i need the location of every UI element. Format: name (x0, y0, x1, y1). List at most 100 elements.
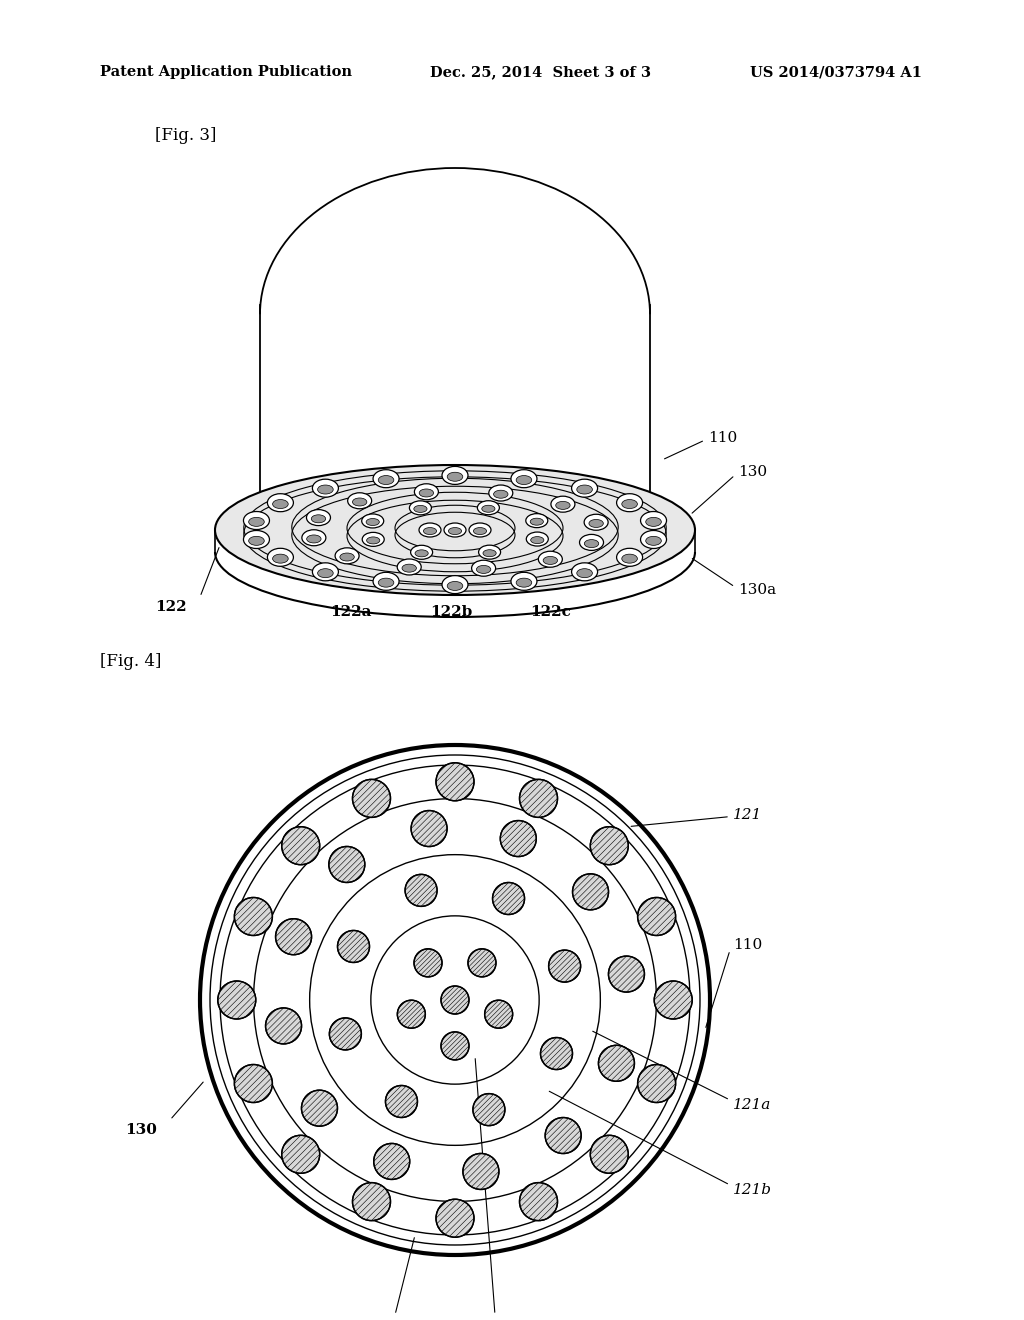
Ellipse shape (589, 520, 603, 528)
Ellipse shape (469, 523, 490, 537)
Circle shape (329, 846, 365, 883)
Ellipse shape (352, 498, 367, 506)
Ellipse shape (442, 466, 468, 484)
Text: Dec. 25, 2014  Sheet 3 of 3: Dec. 25, 2014 Sheet 3 of 3 (430, 65, 651, 79)
Ellipse shape (577, 569, 593, 578)
Ellipse shape (348, 492, 372, 508)
Text: 121: 121 (733, 808, 762, 821)
Ellipse shape (442, 576, 468, 594)
Circle shape (549, 950, 581, 982)
Circle shape (282, 1135, 319, 1173)
Circle shape (234, 1064, 272, 1102)
Ellipse shape (622, 554, 637, 564)
Circle shape (654, 981, 692, 1019)
Circle shape (436, 763, 474, 801)
Ellipse shape (215, 465, 695, 595)
Ellipse shape (447, 581, 463, 590)
Ellipse shape (317, 484, 333, 494)
Ellipse shape (419, 488, 433, 496)
Circle shape (301, 1090, 338, 1126)
Text: 110: 110 (708, 432, 737, 445)
Ellipse shape (447, 473, 463, 482)
Text: 130: 130 (125, 1123, 157, 1137)
Ellipse shape (516, 578, 531, 587)
Ellipse shape (539, 552, 562, 568)
Ellipse shape (415, 483, 438, 500)
Circle shape (220, 766, 690, 1236)
Text: 130a: 130a (738, 583, 776, 597)
Circle shape (608, 956, 644, 993)
Ellipse shape (367, 537, 380, 544)
Ellipse shape (494, 490, 508, 498)
Ellipse shape (476, 565, 490, 573)
Ellipse shape (373, 573, 399, 590)
Ellipse shape (551, 496, 574, 512)
Text: US 2014/0373794 A1: US 2014/0373794 A1 (750, 65, 922, 79)
Ellipse shape (306, 535, 322, 543)
Circle shape (374, 1143, 410, 1180)
Ellipse shape (530, 519, 544, 525)
Ellipse shape (410, 500, 431, 515)
Ellipse shape (622, 499, 637, 508)
Ellipse shape (571, 479, 598, 498)
Text: [Fig. 4]: [Fig. 4] (100, 653, 162, 671)
Ellipse shape (530, 537, 544, 544)
Text: 122: 122 (155, 601, 186, 614)
Circle shape (411, 810, 447, 846)
Ellipse shape (483, 549, 497, 557)
Circle shape (330, 1018, 361, 1049)
Circle shape (200, 744, 710, 1255)
Ellipse shape (272, 554, 288, 564)
Circle shape (275, 919, 311, 954)
Ellipse shape (378, 578, 394, 587)
Ellipse shape (306, 510, 331, 525)
Ellipse shape (511, 573, 537, 590)
Ellipse shape (585, 540, 599, 548)
Ellipse shape (378, 475, 394, 484)
Ellipse shape (311, 515, 326, 523)
Circle shape (441, 1032, 469, 1060)
Ellipse shape (525, 513, 548, 528)
Ellipse shape (641, 531, 667, 549)
Circle shape (484, 1001, 513, 1028)
Circle shape (468, 949, 496, 977)
Ellipse shape (335, 548, 359, 564)
Ellipse shape (317, 569, 333, 578)
Ellipse shape (423, 528, 436, 535)
Ellipse shape (516, 475, 531, 484)
Circle shape (265, 1008, 301, 1044)
Ellipse shape (249, 536, 264, 545)
Circle shape (545, 1118, 582, 1154)
Ellipse shape (488, 484, 513, 502)
Text: 122a: 122a (330, 605, 372, 619)
Circle shape (638, 1064, 676, 1102)
Circle shape (352, 779, 390, 817)
Ellipse shape (478, 545, 501, 560)
Ellipse shape (244, 531, 269, 549)
Circle shape (436, 1200, 474, 1237)
Circle shape (338, 931, 370, 962)
Ellipse shape (414, 506, 427, 512)
Circle shape (519, 779, 557, 817)
Ellipse shape (249, 517, 264, 527)
Ellipse shape (361, 513, 384, 528)
Ellipse shape (397, 558, 421, 576)
Ellipse shape (244, 512, 269, 529)
Text: 121b: 121b (733, 1183, 772, 1197)
Ellipse shape (526, 532, 548, 546)
Ellipse shape (312, 562, 338, 581)
Circle shape (406, 874, 437, 907)
Ellipse shape (473, 528, 486, 535)
Ellipse shape (419, 523, 441, 537)
Ellipse shape (616, 494, 643, 512)
Circle shape (493, 883, 524, 915)
Ellipse shape (402, 564, 417, 572)
Circle shape (282, 826, 319, 865)
Ellipse shape (477, 500, 500, 515)
Text: 110: 110 (733, 939, 762, 952)
Ellipse shape (415, 550, 428, 557)
Circle shape (352, 1183, 390, 1221)
Ellipse shape (367, 519, 379, 525)
Circle shape (501, 821, 537, 857)
Ellipse shape (302, 529, 326, 545)
